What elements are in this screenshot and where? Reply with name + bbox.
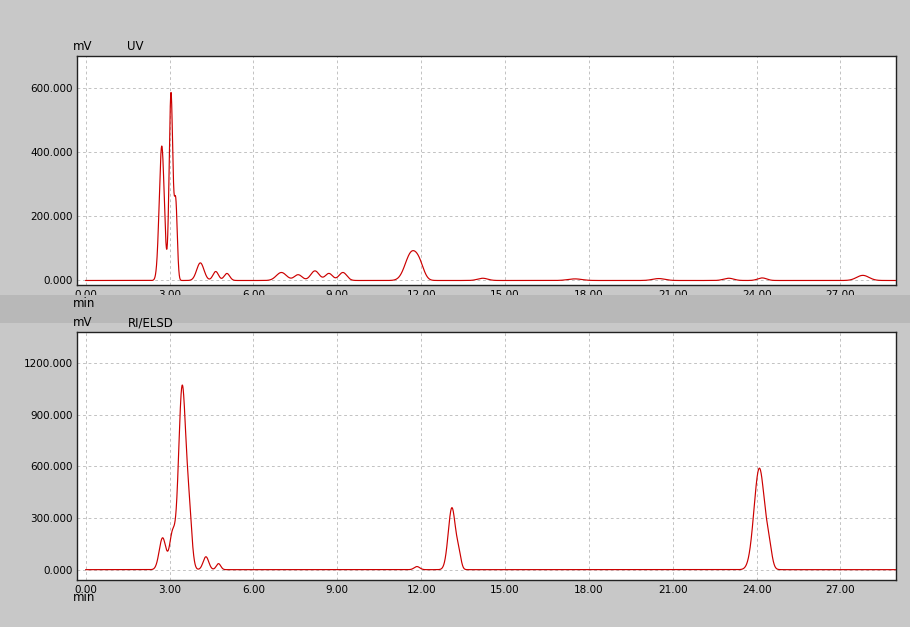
Text: RI/ELSD: RI/ELSD (127, 316, 173, 329)
Text: min: min (73, 591, 96, 604)
Text: mV: mV (73, 316, 92, 329)
Text: mV: mV (73, 40, 92, 53)
Text: UV: UV (127, 40, 144, 53)
Text: min: min (73, 297, 96, 310)
